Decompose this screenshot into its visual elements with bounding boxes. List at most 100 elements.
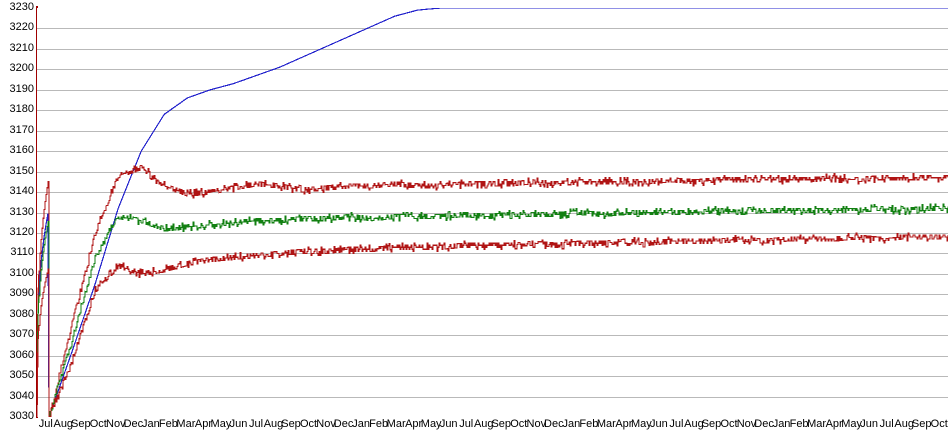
gridline	[37, 28, 948, 29]
x-axis-tick-label: Dec	[754, 418, 774, 430]
x-axis-tick-label: Mar	[596, 418, 616, 430]
x-axis-tick-label: Sep	[71, 418, 91, 430]
x-axis-tick-label: Jun	[650, 418, 668, 430]
y-axis-tick-label: 3040	[9, 390, 34, 402]
x-axis-tick-label: Aug	[263, 418, 284, 430]
y-axis-tick-label: 3180	[9, 103, 34, 115]
gridline	[37, 69, 948, 70]
x-axis-tick-label: Feb	[369, 418, 389, 430]
x-axis-tick-label: Nov	[316, 418, 336, 430]
x-axis-tick-label: Jun	[860, 418, 879, 430]
x-axis-tick-label: Apr	[405, 418, 423, 430]
y-axis-tick-labels: 3230 3220 3210 3200 3190 3180 3170 3160 3150 3140…	[0, 0, 34, 435]
x-axis-tick-label: May	[210, 418, 232, 430]
x-axis-tick-label: Jul	[248, 418, 264, 430]
x-axis-tick-label: Sep	[701, 418, 722, 430]
x-axis-tick-label: May	[420, 418, 442, 430]
x-axis-tick-label: Apr	[194, 418, 212, 430]
series-lines	[37, 8, 948, 417]
y-axis-tick-label: 3100	[9, 267, 34, 279]
gridline	[37, 172, 948, 173]
y-axis-tick-label: 3220	[9, 21, 34, 33]
x-axis-tick-label: Jun	[439, 418, 458, 430]
x-axis-tick-label: Nov	[106, 418, 126, 430]
gridline	[37, 49, 948, 50]
x-axis-tick-label: Jan	[142, 418, 160, 430]
gridline	[37, 131, 948, 132]
series-blue	[37, 8, 948, 417]
y-axis-tick-label: 3170	[9, 124, 34, 136]
x-axis-tick-label: Oct	[930, 418, 948, 430]
x-axis-tick-label: Apr	[825, 418, 843, 430]
series-red-lower	[37, 232, 948, 417]
x-axis-tick-label: Oct	[720, 418, 738, 430]
gridline	[37, 151, 948, 152]
x-axis-tick-label: Jan	[772, 418, 791, 430]
x-axis-tick-label: Oct	[299, 418, 318, 430]
x-axis-tick-label: Aug	[53, 418, 74, 430]
x-axis-tick-label: Jan	[352, 418, 370, 430]
y-axis-tick-label: 3090	[9, 287, 34, 299]
x-axis-tick-label: Dec	[333, 418, 354, 430]
y-axis-tick-label: 3030	[9, 410, 34, 422]
y-axis-tick-label: 3050	[9, 369, 34, 381]
y-axis-tick-label: 3210	[9, 42, 34, 54]
y-axis-tick-label: 3110	[10, 246, 34, 258]
gridline	[37, 274, 948, 275]
series-green	[37, 203, 948, 417]
x-axis-tick-label: Sep	[911, 418, 932, 430]
x-axis-tick-label: Nov	[736, 418, 757, 430]
y-axis-tick-label: 3130	[9, 206, 34, 218]
gridline	[37, 233, 948, 234]
y-axis-tick-label: 3060	[9, 349, 34, 361]
gridline	[37, 90, 948, 91]
x-axis-tick-label: Mar	[386, 418, 406, 430]
gridline	[37, 294, 948, 295]
gridline	[37, 253, 948, 254]
x-axis-tick-label: Aug	[473, 418, 494, 430]
x-axis-tick-label: May	[631, 418, 652, 430]
y-axis-tick-label: 3190	[9, 83, 34, 95]
x-axis-tick-label: Feb	[579, 418, 599, 430]
x-axis-tick-label: Sep	[491, 418, 512, 430]
x-axis-tick-label: Jan	[562, 418, 581, 430]
x-axis-tick-label: Mar	[807, 418, 827, 430]
gridline	[37, 376, 948, 377]
x-axis-tick-label: May	[841, 418, 863, 430]
gridline	[37, 110, 948, 111]
y-axis-tick-label: 3070	[9, 328, 34, 340]
y-axis-tick-label: 3140	[9, 185, 34, 197]
gridline	[37, 356, 948, 357]
x-axis-tick-label: Sep	[281, 418, 301, 430]
x-axis-tick-label: Mar	[176, 418, 196, 430]
plot-area	[37, 8, 948, 417]
x-axis-tick-label: Jul	[38, 418, 53, 430]
gridline	[37, 315, 948, 316]
x-axis-tick-label: Jul	[459, 418, 474, 430]
gridline	[37, 397, 948, 398]
x-axis-tick-label: Nov	[526, 418, 547, 430]
x-axis-tick-label: Oct	[89, 418, 107, 430]
x-axis-tick-label: Aug	[684, 418, 704, 430]
y-axis-tick-label: 3200	[9, 62, 34, 74]
y-axis-tick-label: 3120	[9, 226, 34, 238]
y-axis-tick-label: 3160	[9, 144, 34, 156]
series-red-upper	[37, 164, 948, 417]
gridline	[37, 192, 948, 193]
x-axis-tick-label: Dec	[544, 418, 564, 430]
y-axis-tick-label: 3150	[9, 165, 34, 177]
x-axis-tick-label: Aug	[894, 418, 914, 430]
y-axis-tick-label: 3230	[9, 1, 34, 13]
x-axis-tick-label: Feb	[158, 418, 178, 430]
x-axis-tick-label: Jul	[879, 418, 894, 430]
x-axis-tick-label: Jul	[669, 418, 684, 430]
x-axis-tick-labels: Jul Aug Sep Oct Nov Dec Jan Feb Mar Apr May Jun Jul A…	[37, 418, 950, 435]
x-axis-tick-label: Jun	[229, 418, 248, 430]
x-axis-tick-label: Feb	[789, 418, 809, 430]
y-axis-tick-label: 3080	[9, 308, 34, 320]
gridline	[37, 335, 948, 336]
x-axis-tick-label: Apr	[615, 418, 633, 430]
x-axis-tick-label: Dec	[123, 418, 144, 430]
x-axis-tick-label: Oct	[510, 418, 528, 430]
